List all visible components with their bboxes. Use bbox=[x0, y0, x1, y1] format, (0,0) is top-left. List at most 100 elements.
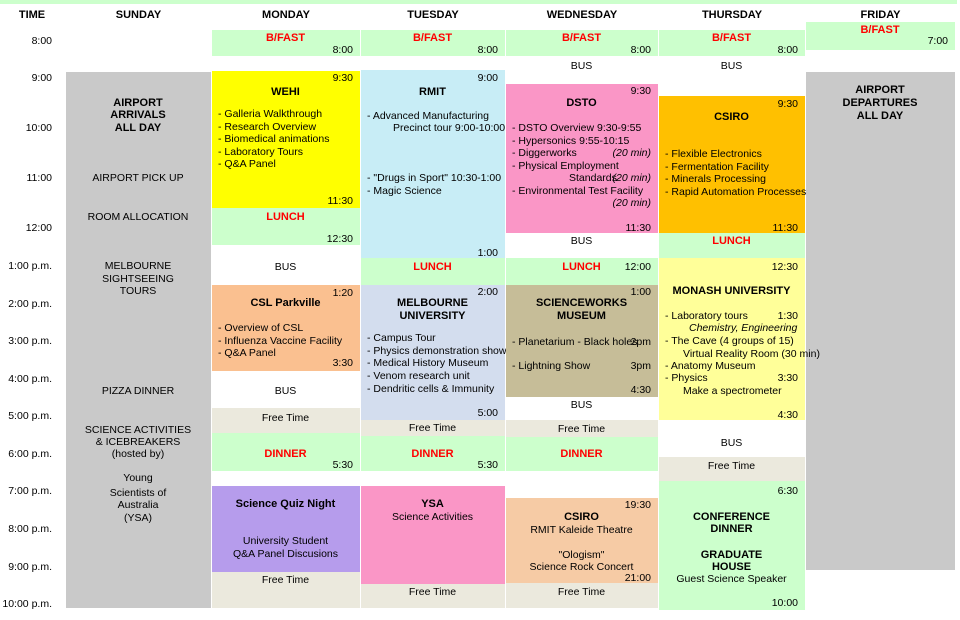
cell-text: - The Cave (4 groups of 15) bbox=[665, 335, 794, 347]
cell-text: DEPARTURES bbox=[842, 97, 918, 109]
time-label: 12:00 bbox=[25, 222, 52, 234]
friday-breakfast-block: B/FAST 7:00 bbox=[806, 22, 955, 50]
time-label: 11:00 bbox=[26, 172, 53, 184]
cell-text: "Ologism" bbox=[558, 549, 605, 561]
time-label: 7:00 p.m. bbox=[8, 485, 52, 497]
cell-text: LUNCH bbox=[266, 211, 305, 223]
tuesday-melbourne-uni-block: 2:00 MELBOURNE UNIVERSITY - Campus Tour - Ph… bbox=[361, 285, 507, 420]
time-label: 10:00 p.m. bbox=[2, 598, 52, 610]
thursday-lunch-block: LUNCH bbox=[659, 233, 805, 258]
time-label: 5:00 p.m. bbox=[8, 410, 52, 422]
cell-text: WEHI bbox=[271, 86, 300, 98]
cell-text: Guest Science Speaker bbox=[676, 573, 787, 585]
time-label: 6:00 p.m. bbox=[8, 448, 52, 460]
tuesday-rmit-block: 9:00 RMIT - Advanced Manufacturing Precinct… bbox=[361, 70, 506, 259]
column-header-time: TIME bbox=[18, 9, 46, 21]
cell-text: LUNCH bbox=[712, 235, 751, 247]
cell-text: DINNER bbox=[560, 448, 603, 460]
cell-text: HOUSE bbox=[711, 561, 752, 573]
cell-text: RMIT bbox=[419, 86, 446, 98]
cell-text: Australia bbox=[117, 499, 159, 511]
cell-text: ALL DAY bbox=[856, 110, 904, 122]
cell-text: AIRPORT bbox=[855, 84, 905, 96]
cell-text: 9:30 bbox=[777, 98, 798, 110]
time-label: 9:00 p.m. bbox=[8, 561, 52, 573]
time-label: 2:00 p.m. bbox=[8, 298, 52, 310]
cell-text: - Diggerworks bbox=[512, 147, 577, 159]
cell-text: - Medical History Museum bbox=[367, 357, 489, 369]
cell-text: Young bbox=[123, 472, 153, 484]
tuesday-lunch-block: LUNCH bbox=[361, 258, 505, 285]
cell-text: RMIT Kaleide Theatre bbox=[530, 524, 633, 536]
wednesday-free-time-1-block: Free Time bbox=[506, 420, 658, 437]
cell-text: B/FAST bbox=[265, 32, 306, 44]
cell-text: 1:00 bbox=[477, 247, 498, 259]
cell-text: - Physics bbox=[665, 372, 708, 384]
monday-midday-bus-block: BUS bbox=[212, 245, 360, 285]
tuesday-ysa-block: YSA Science Activities bbox=[361, 486, 505, 584]
thursday-conference-dinner-block: 6:30 CONFERENCE DINNER GRADUATE HOUSE Guest S… bbox=[659, 481, 805, 610]
monday-free-time-2-block: Free Time bbox=[212, 572, 360, 608]
cell-text: - Advanced Manufacturing bbox=[367, 110, 489, 122]
cell-text: AIRPORT bbox=[113, 97, 163, 109]
cell-text: Precinct tour 9:00-10:00 bbox=[393, 122, 506, 134]
cell-text: - Rapid Automation Processes bbox=[665, 186, 807, 198]
cell-text: MELBOURNE bbox=[104, 260, 172, 272]
cell-text: - Venom research unit bbox=[367, 370, 470, 382]
cell-text: (20 min) bbox=[612, 197, 651, 209]
cell-text: Science Quiz Night bbox=[235, 498, 336, 510]
cell-text: 4:30 bbox=[630, 384, 651, 396]
cell-text: - DSTO Overview 9:30-9:55 bbox=[512, 122, 642, 134]
friday-all-day-block: AIRPORT DEPARTURES ALL DAY bbox=[806, 72, 955, 570]
cell-text: University Student bbox=[242, 535, 329, 547]
tuesday-breakfast-block: B/FAST 8:00 bbox=[361, 30, 505, 56]
cell-text: Standards bbox=[569, 172, 617, 184]
cell-text: 8:00 bbox=[477, 44, 498, 56]
cell-text: BUS bbox=[570, 60, 593, 72]
cell-text: - Research Overview bbox=[218, 121, 317, 133]
cell-text: 12:30 bbox=[326, 233, 353, 245]
monday-breakfast-block: B/FAST 8:00 bbox=[212, 30, 360, 56]
cell-text: 4:30 bbox=[777, 409, 798, 421]
cell-text: 9:00 bbox=[477, 72, 498, 84]
thursday-csiro-block: 9:30 CSIRO - Flexible Electronics - Ferment… bbox=[659, 96, 807, 234]
thursday-afternoon-bus-block: BUS bbox=[659, 420, 805, 457]
cell-text: ROOM ALLOCATION bbox=[87, 211, 189, 223]
cell-text: - Campus Tour bbox=[367, 332, 436, 344]
cell-text: 11:30 bbox=[625, 222, 652, 234]
cell-text: 9:30 bbox=[332, 72, 353, 84]
wednesday-free-time-2-block: Free Time bbox=[506, 583, 658, 608]
monday-free-time-1-block: Free Time bbox=[212, 408, 360, 433]
column-header-friday: FRIDAY bbox=[860, 9, 901, 21]
cell-text: - Physical Employment bbox=[512, 160, 619, 172]
cell-text: - Laboratory Tours bbox=[218, 146, 304, 158]
cell-text: (20 min) bbox=[612, 147, 651, 159]
cell-text: BUS bbox=[570, 235, 593, 247]
cell-text: DINNER bbox=[710, 523, 753, 535]
wednesday-morning-bus-block: BUS bbox=[506, 56, 658, 72]
cell-text: UNIVERSITY bbox=[399, 310, 466, 322]
monday-afternoon-bus-block: BUS bbox=[212, 371, 360, 408]
cell-text: - Lightning Show bbox=[512, 360, 591, 372]
wednesday-afternoon-bus-block: BUS bbox=[506, 397, 658, 420]
cell-text: B/FAST bbox=[412, 32, 453, 44]
cell-text: - Dendritic cells & Immunity bbox=[367, 383, 495, 395]
cell-text: 5:30 bbox=[332, 459, 353, 471]
time-label: 1:00 p.m. bbox=[8, 260, 52, 272]
cell-text: 12:30 bbox=[771, 261, 798, 273]
wednesday-midday-bus-block: BUS bbox=[506, 233, 658, 258]
cell-text: Free Time bbox=[261, 412, 310, 424]
monday-quiz-night-block: Science Quiz Night University Student Q&A … bbox=[212, 486, 360, 572]
cell-text: 5:00 bbox=[477, 407, 498, 419]
cell-text: 8:00 bbox=[630, 44, 651, 56]
tuesday-dinner-block: DINNER 5:30 bbox=[361, 436, 505, 471]
cell-text: - Physics demonstration show bbox=[367, 345, 507, 357]
thursday-breakfast-block: B/FAST 8:00 bbox=[659, 30, 805, 56]
wednesday-scienceworks-block: 1:00 SCIENCEWORKS MUSEUM - Planetarium - Bl… bbox=[506, 285, 658, 397]
cell-text: PIZZA DINNER bbox=[101, 385, 175, 397]
cell-text: MUSEUM bbox=[557, 310, 606, 322]
column-header-wednesday: WEDNESDAY bbox=[546, 9, 618, 21]
cell-text: Scientists of bbox=[109, 487, 167, 499]
cell-text: CSL Parkville bbox=[250, 297, 321, 309]
cell-text: - Q&A Panel bbox=[218, 347, 276, 359]
